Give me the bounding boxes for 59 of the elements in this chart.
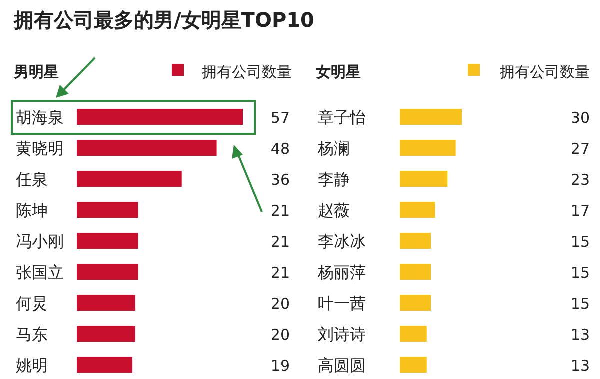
chart-title: 拥有公司最多的男/女明星TOP10: [13, 8, 314, 32]
data-label: 57: [270, 109, 290, 127]
y-tick-label: 姚明: [16, 356, 48, 375]
y-tick-label: 陈坤: [16, 201, 48, 220]
data-label: 30: [570, 109, 590, 127]
bar: [400, 171, 448, 187]
data-label: 13: [570, 326, 590, 344]
bar: [400, 140, 456, 156]
y-tick-label: 冯小刚: [16, 232, 64, 251]
bar: [400, 109, 462, 125]
data-label: 20: [270, 295, 290, 313]
y-tick-label: 叶一茜: [318, 294, 366, 313]
y-tick-label: 马东: [16, 325, 48, 344]
bar: [77, 264, 138, 280]
data-label: 23: [570, 171, 590, 189]
y-tick-label: 章子怡: [318, 108, 366, 127]
legend-label: 拥有公司数量: [500, 63, 590, 81]
bar: [77, 326, 136, 342]
y-tick-label: 赵薇: [318, 201, 350, 220]
bar: [400, 202, 436, 218]
bar: [77, 140, 217, 156]
y-tick-label: 胡海泉: [16, 108, 64, 127]
y-tick-label: 李冰冰: [318, 232, 366, 251]
data-label: 19: [270, 357, 290, 375]
y-tick-label: 刘诗诗: [318, 325, 366, 344]
data-label: 20: [270, 326, 290, 344]
y-tick-label: 任泉: [15, 170, 48, 189]
bar: [400, 357, 427, 373]
data-label: 15: [570, 264, 590, 282]
chart-subtitle: 男明星: [13, 63, 59, 81]
data-label: 27: [570, 140, 590, 158]
bar: [77, 357, 132, 373]
bar: [77, 233, 138, 249]
bar: [77, 109, 243, 125]
data-label: 21: [270, 233, 290, 251]
data-label: 15: [570, 233, 590, 251]
data-label: 15: [570, 295, 590, 313]
data-label: 17: [570, 202, 590, 220]
bar: [77, 295, 136, 311]
data-label: 21: [270, 264, 290, 282]
bar: [77, 171, 182, 187]
y-tick-label: 杨丽萍: [317, 263, 366, 282]
data-label: 36: [270, 171, 290, 189]
bar: [400, 326, 427, 342]
data-label: 48: [270, 140, 290, 158]
y-tick-label: 杨澜: [317, 139, 350, 158]
bar: [77, 202, 138, 218]
data-label: 21: [270, 202, 290, 220]
legend-label: 拥有公司数量: [202, 63, 292, 81]
y-tick-label: 何炅: [16, 294, 48, 313]
bar: [400, 233, 431, 249]
y-tick-label: 黄晓明: [16, 139, 64, 158]
y-tick-label: 李静: [318, 170, 350, 189]
y-tick-label: 张国立: [16, 263, 64, 282]
data-label: 13: [570, 357, 590, 375]
chart-subtitle: 女明星: [315, 63, 361, 81]
y-tick-label: 高圆圆: [318, 356, 366, 375]
bar: [400, 295, 431, 311]
bar: [400, 264, 431, 280]
